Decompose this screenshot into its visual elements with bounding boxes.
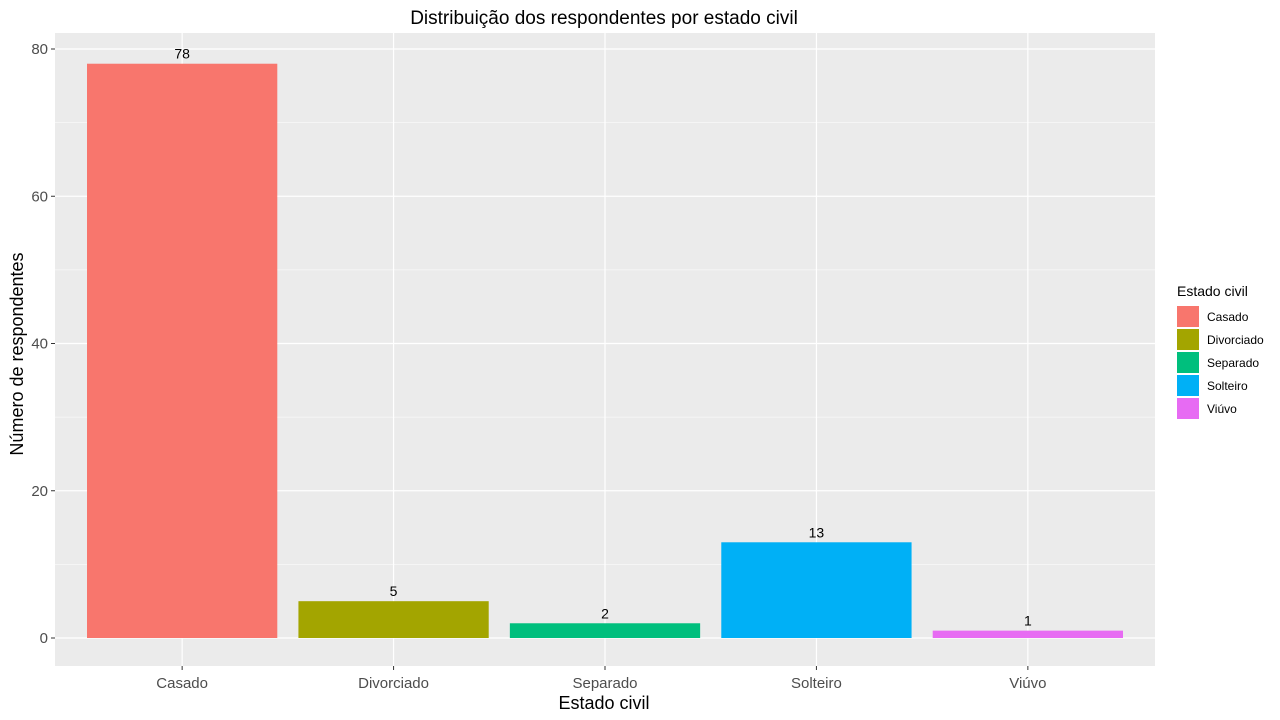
x-tick-label: Casado [156,675,208,692]
y-tick-label: 20 [31,483,48,500]
legend-items: Casado Divorciado Separado Solteiro Viúvo [1177,306,1264,419]
legend: Estado civil Casado Divorciado Separado Sol… [1177,283,1264,419]
legend-label: Divorciado [1207,333,1264,347]
bar-casado [87,63,278,639]
y-tick-label: 0 [40,630,48,647]
data-label: 1 [1024,613,1032,629]
x-tick-label: Separado [572,675,637,692]
data-label: 13 [809,524,825,540]
y-axis-title: Número de respondentes [7,252,27,455]
data-labels: 78 5 2 13 1 [174,46,1032,629]
x-tick-label: Solteiro [791,675,842,692]
legend-key-solteiro [1177,375,1199,396]
bar-solteiro [721,542,912,638]
y-axis: 0 20 40 60 80 [31,41,55,647]
legend-label: Solteiro [1207,379,1248,393]
legend-label: Separado [1207,356,1259,370]
bar-separado [509,623,701,638]
y-tick-label: 80 [31,41,48,58]
x-axis: Casado Divorciado Separado Solteiro Viúvo [156,666,1046,692]
bar-viúvo [932,630,1123,638]
legend-title: Estado civil [1177,283,1248,299]
bars [87,63,1123,639]
data-label: 78 [174,46,190,62]
x-tick-label: Divorciado [358,675,429,692]
bar-divorciado [298,601,489,638]
legend-label: Viúvo [1207,402,1237,416]
data-label: 5 [390,583,398,599]
legend-label: Casado [1207,310,1249,324]
data-label: 2 [601,605,609,621]
legend-key-viúvo [1177,398,1199,419]
chart-title: Distribuição dos respondentes por estado… [410,8,798,29]
legend-key-separado [1177,352,1199,373]
x-tick-label: Viúvo [1009,675,1046,692]
y-tick-label: 40 [31,336,48,353]
legend-key-casado [1177,306,1199,327]
x-axis-title: Estado civil [558,693,649,713]
legend-key-divorciado [1177,329,1199,350]
y-tick-label: 60 [31,188,48,205]
